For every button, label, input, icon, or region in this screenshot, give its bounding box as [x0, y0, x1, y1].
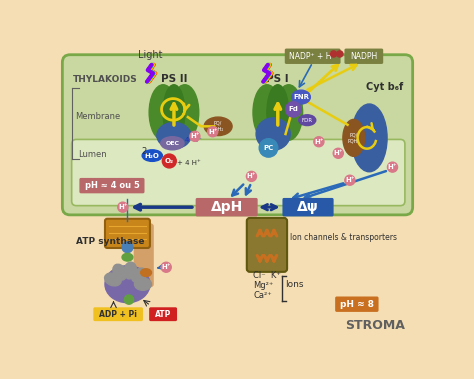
Ellipse shape: [256, 118, 290, 150]
Text: H⁺: H⁺: [388, 164, 397, 170]
FancyBboxPatch shape: [63, 55, 413, 215]
Circle shape: [330, 51, 337, 57]
Text: Ion channels & transporters: Ion channels & transporters: [290, 233, 397, 241]
Text: Light: Light: [138, 50, 163, 60]
FancyBboxPatch shape: [345, 49, 383, 64]
Circle shape: [387, 162, 398, 172]
Text: NADP⁺ + H⁺: NADP⁺ + H⁺: [289, 52, 336, 61]
Text: 2: 2: [141, 147, 146, 156]
Ellipse shape: [157, 122, 191, 149]
Circle shape: [345, 175, 355, 185]
Text: pH ≈ 4 ou 5: pH ≈ 4 ou 5: [84, 181, 139, 190]
Text: H⁺: H⁺: [118, 204, 128, 210]
Text: Mg²⁺: Mg²⁺: [253, 281, 273, 290]
Ellipse shape: [149, 85, 177, 140]
Text: Cl⁻  K⁺: Cl⁻ K⁺: [253, 271, 281, 280]
Text: FDR: FDR: [301, 117, 313, 123]
FancyBboxPatch shape: [93, 307, 143, 321]
Text: H⁺: H⁺: [208, 129, 218, 135]
Text: STROMA: STROMA: [346, 319, 405, 332]
Circle shape: [337, 51, 343, 57]
Text: FNR: FNR: [293, 94, 309, 100]
FancyBboxPatch shape: [283, 198, 334, 216]
Text: ATP synthase: ATP synthase: [76, 237, 145, 246]
Text: H⁺: H⁺: [246, 173, 256, 179]
Ellipse shape: [161, 137, 184, 150]
Circle shape: [122, 242, 133, 253]
Text: ATP: ATP: [155, 310, 171, 319]
Text: THYLAKOIDS: THYLAKOIDS: [73, 75, 138, 85]
Circle shape: [285, 102, 301, 117]
FancyBboxPatch shape: [105, 219, 150, 248]
Text: NADPH: NADPH: [350, 52, 377, 61]
Ellipse shape: [171, 85, 199, 140]
Text: PS II: PS II: [161, 74, 187, 85]
Text: Cyt b₆f: Cyt b₆f: [366, 82, 403, 92]
Ellipse shape: [113, 264, 127, 280]
Ellipse shape: [343, 119, 365, 157]
FancyBboxPatch shape: [56, 42, 430, 340]
Text: Ca²⁺: Ca²⁺: [253, 291, 272, 300]
Ellipse shape: [204, 117, 232, 136]
Ellipse shape: [253, 85, 281, 140]
Ellipse shape: [351, 104, 387, 172]
Text: PQ/
PQH₂: PQ/ PQH₂: [347, 133, 360, 143]
Text: H⁺: H⁺: [162, 264, 171, 270]
Text: PQ/
PQH₂: PQ/ PQH₂: [212, 121, 224, 132]
Circle shape: [118, 202, 128, 212]
FancyBboxPatch shape: [80, 178, 145, 193]
Text: Lumen: Lumen: [78, 150, 107, 159]
Circle shape: [246, 171, 256, 182]
Circle shape: [124, 295, 134, 304]
Text: H⁺: H⁺: [345, 177, 355, 183]
Circle shape: [162, 154, 176, 168]
Text: H⁺: H⁺: [314, 139, 324, 145]
Ellipse shape: [124, 262, 137, 279]
Text: Membrane: Membrane: [75, 112, 120, 121]
Ellipse shape: [275, 85, 302, 140]
FancyBboxPatch shape: [149, 307, 177, 321]
Text: Δψ: Δψ: [297, 200, 319, 214]
Ellipse shape: [122, 254, 133, 261]
Ellipse shape: [105, 266, 150, 303]
Ellipse shape: [141, 269, 152, 276]
Ellipse shape: [163, 85, 185, 140]
Text: OEC: OEC: [165, 141, 179, 146]
Ellipse shape: [292, 90, 310, 104]
Text: H₂O: H₂O: [145, 153, 160, 158]
Text: 4  e⁻: 4 e⁻: [185, 137, 201, 143]
Ellipse shape: [135, 278, 152, 290]
FancyBboxPatch shape: [247, 218, 287, 272]
FancyBboxPatch shape: [72, 139, 405, 206]
Ellipse shape: [299, 115, 316, 125]
Text: H⁺: H⁺: [334, 150, 343, 156]
Text: pH ≈ 8: pH ≈ 8: [340, 300, 374, 309]
Text: Fd: Fd: [288, 106, 298, 113]
Text: Ions: Ions: [285, 280, 304, 289]
FancyBboxPatch shape: [335, 296, 379, 312]
Text: H⁺: H⁺: [190, 133, 200, 139]
Circle shape: [161, 262, 171, 272]
Ellipse shape: [105, 273, 121, 286]
FancyBboxPatch shape: [285, 49, 341, 64]
Circle shape: [208, 127, 218, 137]
Text: + 4 H⁺: + 4 H⁺: [177, 160, 201, 166]
FancyBboxPatch shape: [196, 198, 258, 216]
Circle shape: [259, 139, 278, 157]
Ellipse shape: [267, 85, 289, 140]
Text: O₂: O₂: [165, 158, 174, 164]
FancyBboxPatch shape: [134, 223, 154, 287]
Text: PS I: PS I: [266, 74, 289, 85]
Text: ADP + Pi: ADP + Pi: [99, 310, 137, 319]
Circle shape: [333, 148, 343, 158]
Ellipse shape: [132, 268, 147, 282]
Ellipse shape: [142, 150, 162, 161]
Text: PC: PC: [264, 145, 273, 151]
Circle shape: [314, 137, 324, 147]
Text: ΔpH: ΔpH: [210, 200, 243, 214]
Circle shape: [190, 132, 200, 141]
